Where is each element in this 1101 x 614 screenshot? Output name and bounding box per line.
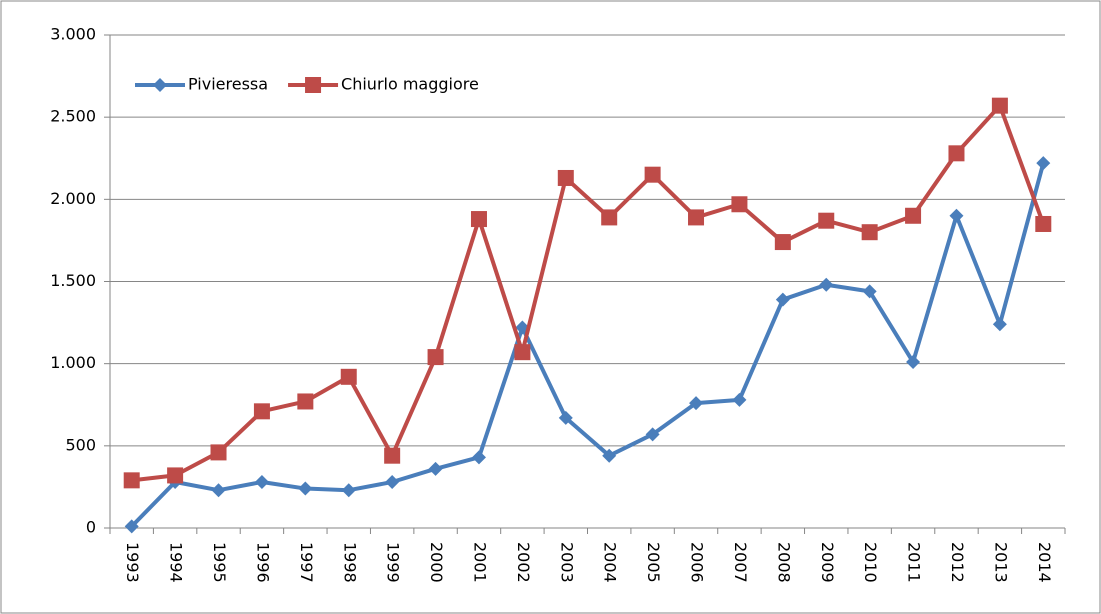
y-tick-label: 3.000 [50,25,96,44]
marker [305,77,322,93]
marker [819,277,834,292]
x-tick-label: 1998 [340,542,359,583]
marker [298,481,313,496]
marker [731,196,748,213]
marker [905,207,922,224]
series-line [131,103,1046,483]
marker [254,474,269,489]
marker [992,317,1007,332]
marker [948,145,965,162]
x-tick-label: 1996 [253,542,272,583]
marker [427,349,444,366]
x-tick-label: 1999 [384,542,403,583]
marker [471,450,486,465]
marker [644,166,661,183]
x-tick-label: 2013 [991,542,1010,583]
marker [297,393,314,410]
x-tick-label: 2010 [861,542,880,583]
marker [862,284,877,299]
x-tick-label: 2006 [688,542,707,583]
x-tick-label: 1995 [210,542,229,583]
marker [211,483,226,498]
marker [341,483,356,498]
marker [557,169,574,186]
series-line [130,162,1046,528]
x-tick-label: 2009 [818,542,837,583]
x-tick-label: 2008 [774,542,793,583]
x-tick-label: 2004 [601,542,620,583]
legend: Pivieressa Chiurlo maggiore [135,75,479,94]
marker [153,78,167,92]
legend-label: Pivieressa [188,75,268,94]
x-tick-label: 1997 [297,542,316,583]
x-tick-label: 2014 [1035,542,1054,583]
marker [514,344,531,361]
marker [385,474,400,489]
marker [124,519,139,534]
x-tick-label: 2011 [905,542,924,583]
y-tick-label: 1.500 [50,271,96,290]
marker [645,427,660,442]
y-tick-label: 2.500 [50,107,96,126]
marker [253,403,270,420]
marker [428,461,443,476]
marker [991,97,1008,114]
marker [123,472,140,489]
marker [732,392,747,407]
x-tick-label: 2002 [514,542,533,583]
x-tick-label: 1994 [167,542,186,583]
marker [210,444,227,461]
marker [1036,156,1051,171]
marker [384,447,401,464]
x-tick-label: 2012 [948,542,967,583]
x-tick-label: 2007 [731,542,750,583]
marker [602,448,617,463]
marker [774,234,791,251]
x-tick-label: 2003 [557,542,576,583]
marker [861,224,878,241]
marker [601,209,618,226]
legend-label: Chiurlo maggiore [341,75,479,94]
x-tick-label: 1993 [123,542,142,583]
y-tick-label: 1.000 [50,353,96,372]
x-tick-label: 2000 [427,542,446,583]
marker [818,212,835,229]
marker [167,467,184,484]
marker [470,211,487,228]
marker [688,209,705,226]
marker [775,292,790,307]
marker [558,410,573,425]
marker [1035,215,1052,232]
y-tick-label: 2.000 [50,189,96,208]
marker [906,355,921,370]
x-tick-label: 2005 [644,542,663,583]
y-tick-label: 0 [86,518,96,537]
marker [340,368,357,385]
marker [949,208,964,223]
marker [689,396,704,411]
x-tick-label: 2001 [470,542,489,583]
y-tick-label: 500 [65,435,96,454]
